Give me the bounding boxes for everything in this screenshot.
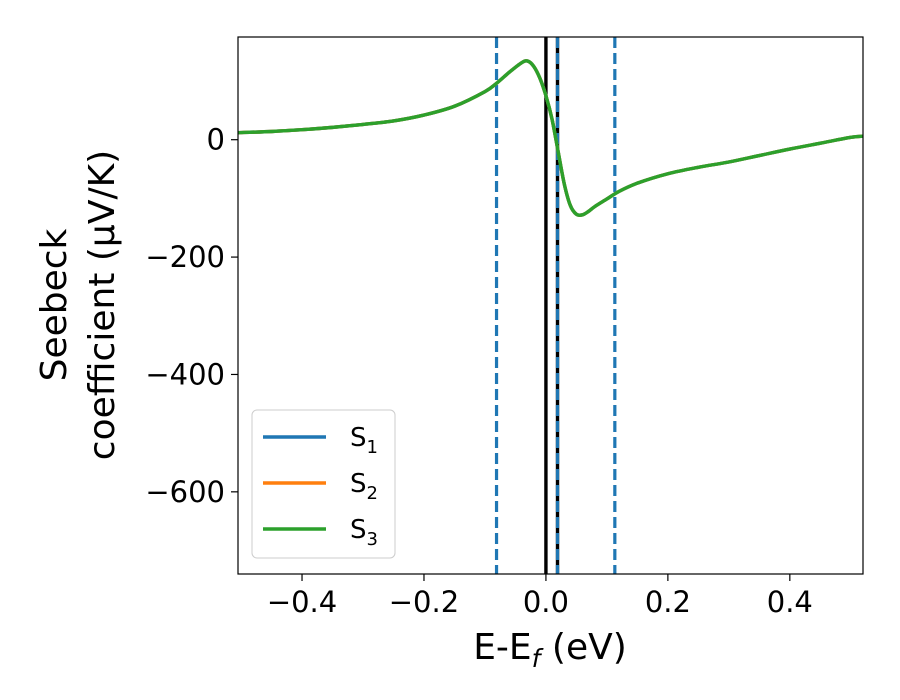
x-tick-label: 0.0	[523, 585, 569, 619]
x-tick-label: −0.2	[389, 585, 459, 619]
x-tick-label: 0.4	[767, 585, 813, 619]
y-tick-label: −600	[145, 475, 225, 509]
x-tick-label: −0.4	[267, 585, 337, 619]
y-tick-label: −400	[145, 357, 225, 391]
legend-label-s2: S2	[350, 469, 378, 504]
series-line-s3	[238, 59, 863, 218]
y-axis-label: Seebeck coefficient (μV/K)	[34, 150, 123, 460]
x-tick-label: 0.2	[645, 585, 691, 619]
y-tick-label: 0	[207, 123, 225, 157]
data-series	[238, 59, 863, 218]
y-axis-label-line2: coefficient (μV/K)	[82, 150, 123, 460]
plot-frame	[237, 36, 864, 575]
legend-label-s1: S1	[350, 423, 378, 458]
legend: S1 S2 S3	[251, 409, 396, 559]
y-axis-label-line1: Seebeck	[34, 228, 75, 381]
y-tick-label: −200	[145, 240, 225, 274]
legend-label-s3: S3	[350, 515, 378, 550]
x-axis-ticks: −0.4 −0.2 0.0 0.2 0.4	[267, 574, 813, 619]
y-axis-ticks: 0 −200 −400 −600	[145, 123, 238, 509]
reference-lines	[494, 37, 617, 574]
x-axis-label: E-Ef (eV)	[473, 627, 627, 673]
